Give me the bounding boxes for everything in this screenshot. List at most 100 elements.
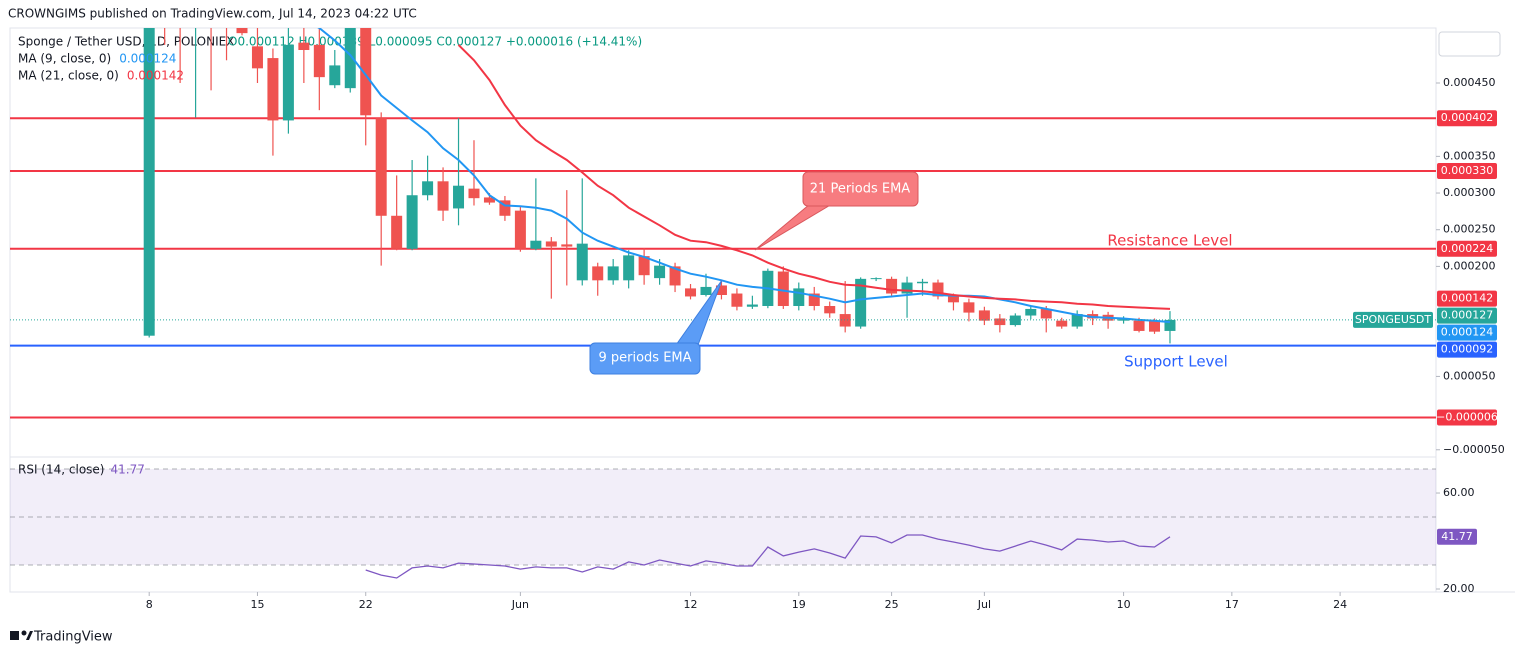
x-tick-label: 22 xyxy=(359,598,373,611)
x-tick-label: Jun xyxy=(511,598,529,611)
candle-body xyxy=(221,0,232,2)
axis-price-label: 0.000092 xyxy=(1441,343,1494,356)
candle-body xyxy=(483,197,495,203)
axis-price-box xyxy=(1437,324,1497,341)
candle-body xyxy=(251,46,263,69)
rsi-y-tick-label: 20.00 xyxy=(1443,582,1475,595)
candle-body xyxy=(545,241,557,247)
candle-body xyxy=(468,188,480,199)
candle-body xyxy=(886,278,898,294)
candle-body xyxy=(1056,320,1068,327)
callout-pointer xyxy=(675,279,723,346)
callout-text: 21 Periods EMA xyxy=(810,182,911,197)
candle-body xyxy=(793,288,805,306)
candle-body xyxy=(963,302,975,313)
header: CROWNGIMS published on TradingView.com, … xyxy=(8,7,417,21)
candle-body xyxy=(808,293,820,306)
candle-body xyxy=(375,118,387,216)
scale-button[interactable] xyxy=(1438,31,1501,57)
candle-body xyxy=(360,28,372,116)
candle-body xyxy=(298,42,310,51)
candle-body xyxy=(700,286,712,295)
x-tick-label: 12 xyxy=(684,598,698,611)
axis-price-label: 0.000330 xyxy=(1441,164,1494,177)
candle-body xyxy=(406,195,418,249)
candle-body xyxy=(1071,314,1083,327)
callout-pointer xyxy=(754,203,834,251)
callout-box xyxy=(802,171,919,207)
candle-body xyxy=(901,282,913,294)
candle-body xyxy=(607,266,619,281)
ma-legend-value: 0.000142 xyxy=(127,69,184,83)
symbol-badge xyxy=(1353,311,1433,328)
candle-body xyxy=(344,28,356,89)
axis-price-box xyxy=(1437,240,1497,257)
candle-body xyxy=(499,200,511,216)
ma-legend-name: MA (9, close, 0) xyxy=(18,52,111,66)
candle-body xyxy=(978,310,990,321)
candle-body xyxy=(282,44,294,121)
candle-body xyxy=(453,185,465,209)
x-tick-label: Jul xyxy=(977,598,991,611)
price-pane xyxy=(10,0,1436,419)
callout-text: 9 periods EMA xyxy=(598,351,691,366)
candle-body xyxy=(746,304,758,307)
candle-body xyxy=(437,181,449,211)
candle-body xyxy=(917,281,929,284)
candle-body xyxy=(561,244,573,247)
candle-body xyxy=(1025,308,1037,316)
candle-body xyxy=(313,44,325,78)
candle-body xyxy=(1164,319,1176,331)
candle-body xyxy=(870,278,882,280)
candle-body xyxy=(715,285,727,295)
candle-body xyxy=(236,28,248,34)
level-note: Resistance Level xyxy=(1107,232,1232,250)
x-tick-label: 17 xyxy=(1225,598,1239,611)
x-tick-label: 24 xyxy=(1333,598,1347,611)
axis-price-box xyxy=(1437,409,1497,426)
y-tick-label: −0.000050 xyxy=(1443,443,1505,456)
candle-body xyxy=(592,266,604,281)
axis-price-label: 0.000124 xyxy=(1441,326,1494,339)
candle-body xyxy=(623,255,635,281)
rsi-y-tick-label: 60.00 xyxy=(1443,486,1475,499)
ma-line xyxy=(457,44,1171,310)
callout-box xyxy=(589,342,701,375)
footer-logo xyxy=(10,630,33,640)
x-tick-label: 10 xyxy=(1117,598,1131,611)
candle-body xyxy=(685,288,697,297)
y-tick-label: 0.000300 xyxy=(1443,186,1496,199)
axis-price-box xyxy=(1437,110,1497,127)
axis-price-label: 0.000127 xyxy=(1441,309,1494,322)
y-tick-label: 0.000450 xyxy=(1443,76,1496,89)
rsi-legend-name: RSI (14, close) xyxy=(18,463,104,477)
level-note: Support Level xyxy=(1124,353,1228,371)
candle-body xyxy=(994,318,1006,326)
rsi-value-label: 41.77 xyxy=(1441,530,1473,543)
candle-body xyxy=(530,240,542,249)
axis-price-label: −0.000006 xyxy=(1436,410,1498,423)
axis-price-box xyxy=(1437,307,1497,324)
y-tick-label: 0.000200 xyxy=(1443,259,1496,272)
candle-body xyxy=(669,266,681,286)
ma-legend-value: 0.000124 xyxy=(119,52,176,66)
rsi-pane xyxy=(10,468,1436,579)
candle-body xyxy=(932,282,944,297)
rsi-value-box xyxy=(1437,528,1477,545)
candle-body xyxy=(1149,321,1161,332)
footer: TradingView xyxy=(33,630,113,645)
candle-body xyxy=(839,314,851,327)
candle-body xyxy=(947,295,959,303)
x-tick-label: 8 xyxy=(146,598,153,611)
x-tick-label: 15 xyxy=(250,598,264,611)
candle-body xyxy=(422,181,434,196)
axis-price-box xyxy=(1437,290,1497,307)
candle-body xyxy=(1133,320,1145,331)
candle-body xyxy=(1040,308,1052,319)
axis-price-label: 0.000224 xyxy=(1441,242,1494,255)
symbol-label: SPONGEUSDT xyxy=(1355,313,1431,326)
candle-body xyxy=(731,293,743,307)
y-tick-label: 0.000350 xyxy=(1443,149,1496,162)
candle-body xyxy=(391,215,403,249)
